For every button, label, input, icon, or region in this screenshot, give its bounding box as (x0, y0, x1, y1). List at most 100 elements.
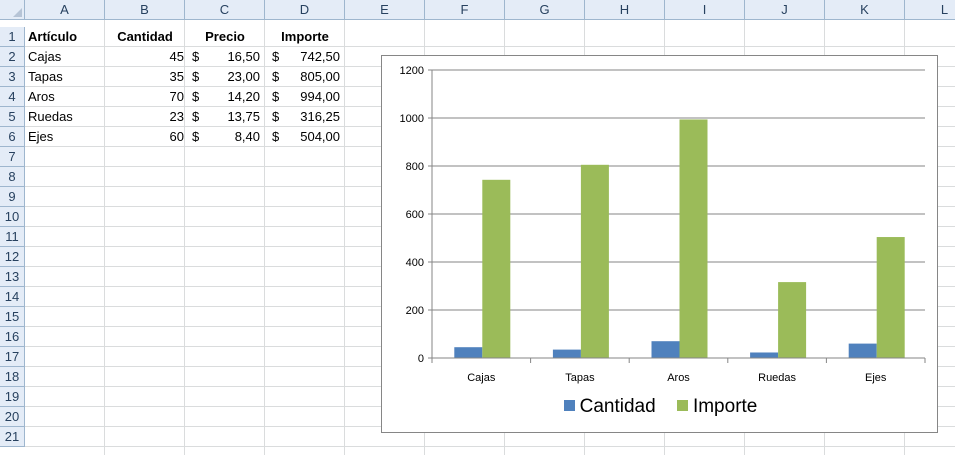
row-header-10[interactable]: 10 (0, 207, 25, 227)
cell-B5[interactable]: 23 (169, 109, 184, 124)
currency-symbol-D3[interactable]: $ (272, 69, 280, 84)
cell-A1[interactable]: Artículo (28, 29, 78, 44)
y-tick-label: 0 (418, 353, 424, 365)
cell-B3[interactable]: 35 (169, 69, 184, 84)
currency-symbol-C2[interactable]: $ (192, 49, 200, 64)
bar-importe-cajas (482, 179, 511, 358)
row-header-12[interactable]: 12 (0, 247, 25, 267)
row-header-8[interactable]: 8 (0, 167, 25, 187)
row-header-5[interactable]: 5 (0, 107, 25, 127)
chart-plot: 0 200 400 600 800 1000 1200 Cajas Tapas Aros Rueda… (400, 65, 926, 384)
bar-importe-ejes (876, 237, 905, 358)
cell-D2[interactable]: 742,50 (300, 49, 340, 64)
row-header-1[interactable]: 1 (0, 27, 25, 47)
legend-label-cantidad: Cantidad (579, 396, 656, 417)
grid-line-horizontal (25, 46, 955, 47)
cell-C6[interactable]: 8,40 (234, 129, 260, 144)
bar-cantidad-ruedas (750, 352, 779, 358)
currency-symbol-D4[interactable]: $ (272, 89, 280, 104)
column-header-l[interactable]: L (905, 0, 955, 20)
cell-D4[interactable]: 994,00 (300, 89, 340, 104)
currency-symbol-C6[interactable]: $ (192, 129, 200, 144)
bar-cantidad-ejes (848, 343, 877, 358)
y-tick-label: 600 (406, 209, 424, 221)
grid-line-vertical (344, 20, 345, 455)
row-header-15[interactable]: 15 (0, 307, 25, 327)
cell-D6[interactable]: 504,00 (300, 129, 340, 144)
currency-symbol-D2[interactable]: $ (272, 49, 280, 64)
y-tick-label: 400 (406, 257, 424, 269)
cell-B4[interactable]: 70 (169, 89, 184, 104)
cell-A5[interactable]: Ruedas (28, 109, 73, 124)
x-tick-label: Aros (667, 372, 690, 384)
column-header-e[interactable]: E (345, 0, 425, 20)
grid-line-vertical (104, 20, 105, 455)
row-header-14[interactable]: 14 (0, 287, 25, 307)
legend-swatch-cantidad (563, 400, 575, 412)
row-header-6[interactable]: 6 (0, 127, 25, 147)
column-header-i[interactable]: I (665, 0, 745, 20)
chart[interactable]: 0 200 400 600 800 1000 1200 Cajas Tapas Aros Rueda… (381, 55, 938, 433)
cell-A2[interactable]: Cajas (28, 49, 62, 64)
cell-C5[interactable]: 13,75 (227, 109, 260, 124)
select-all-corner[interactable] (0, 0, 25, 20)
bar-cantidad-cajas (454, 347, 483, 358)
cell-C3[interactable]: 23,00 (227, 69, 260, 84)
column-header-f[interactable]: F (425, 0, 505, 20)
row-header-19[interactable]: 19 (0, 387, 25, 407)
row-header-13[interactable]: 13 (0, 267, 25, 287)
y-tick-label: 800 (406, 161, 424, 173)
cell-D1[interactable]: Importe (281, 29, 329, 44)
row-header-2[interactable]: 2 (0, 47, 25, 67)
currency-symbol-C4[interactable]: $ (192, 89, 200, 104)
currency-symbol-D6[interactable]: $ (272, 129, 280, 144)
legend-swatch-importe (676, 400, 688, 412)
y-tick-label: 1000 (400, 113, 424, 125)
row-header-18[interactable]: 18 (0, 367, 25, 387)
column-header-k[interactable]: K (825, 0, 905, 20)
cell-B6[interactable]: 60 (169, 129, 184, 144)
y-tick-label: 1200 (400, 65, 424, 77)
cell-B1[interactable]: Cantidad (117, 29, 173, 44)
row-header-21[interactable]: 21 (0, 427, 25, 447)
row-header-16[interactable]: 16 (0, 327, 25, 347)
currency-symbol-C5[interactable]: $ (192, 109, 200, 124)
cell-C2[interactable]: 16,50 (227, 49, 260, 64)
column-header-g[interactable]: G (505, 0, 585, 20)
cell-A4[interactable]: Aros (28, 89, 55, 104)
cell-C1[interactable]: Precio (205, 29, 245, 44)
column-header-j[interactable]: J (745, 0, 825, 20)
row-header-4[interactable]: 4 (0, 87, 25, 107)
cell-C4[interactable]: 14,20 (227, 89, 260, 104)
select-all-triangle-icon (13, 8, 22, 17)
row-header-9[interactable]: 9 (0, 187, 25, 207)
bar-importe-tapas (580, 164, 609, 358)
row-header-17[interactable]: 17 (0, 347, 25, 367)
legend-item-importe: Importe (676, 396, 757, 418)
currency-symbol-C3[interactable]: $ (192, 69, 200, 84)
bar-importe-ruedas (778, 282, 807, 358)
cell-A6[interactable]: Ejes (28, 129, 54, 144)
row-header-7[interactable]: 7 (0, 147, 25, 167)
row-header-3[interactable]: 3 (0, 67, 25, 87)
chart-legend: Cantidad Importe (382, 396, 939, 420)
column-header-c[interactable]: C (185, 0, 265, 20)
x-tick-label: Ruedas (758, 372, 796, 384)
row-header-20[interactable]: 20 (0, 407, 25, 427)
cell-D5[interactable]: 316,25 (300, 109, 340, 124)
grid-line-horizontal (25, 446, 955, 447)
y-tick-label: 200 (406, 305, 424, 317)
legend-item-cantidad: Cantidad (563, 396, 656, 418)
column-header-d[interactable]: D (265, 0, 345, 20)
column-header-b[interactable]: B (105, 0, 185, 20)
grid-line-vertical (264, 20, 265, 455)
cell-B2[interactable]: 45 (169, 49, 184, 64)
currency-symbol-D5[interactable]: $ (272, 109, 280, 124)
bar-cantidad-tapas (552, 349, 581, 358)
column-header-a[interactable]: A (25, 0, 105, 20)
cell-A3[interactable]: Tapas (28, 69, 63, 84)
cell-D3[interactable]: 805,00 (300, 69, 340, 84)
row-header-11[interactable]: 11 (0, 227, 25, 247)
column-header-h[interactable]: H (585, 0, 665, 20)
